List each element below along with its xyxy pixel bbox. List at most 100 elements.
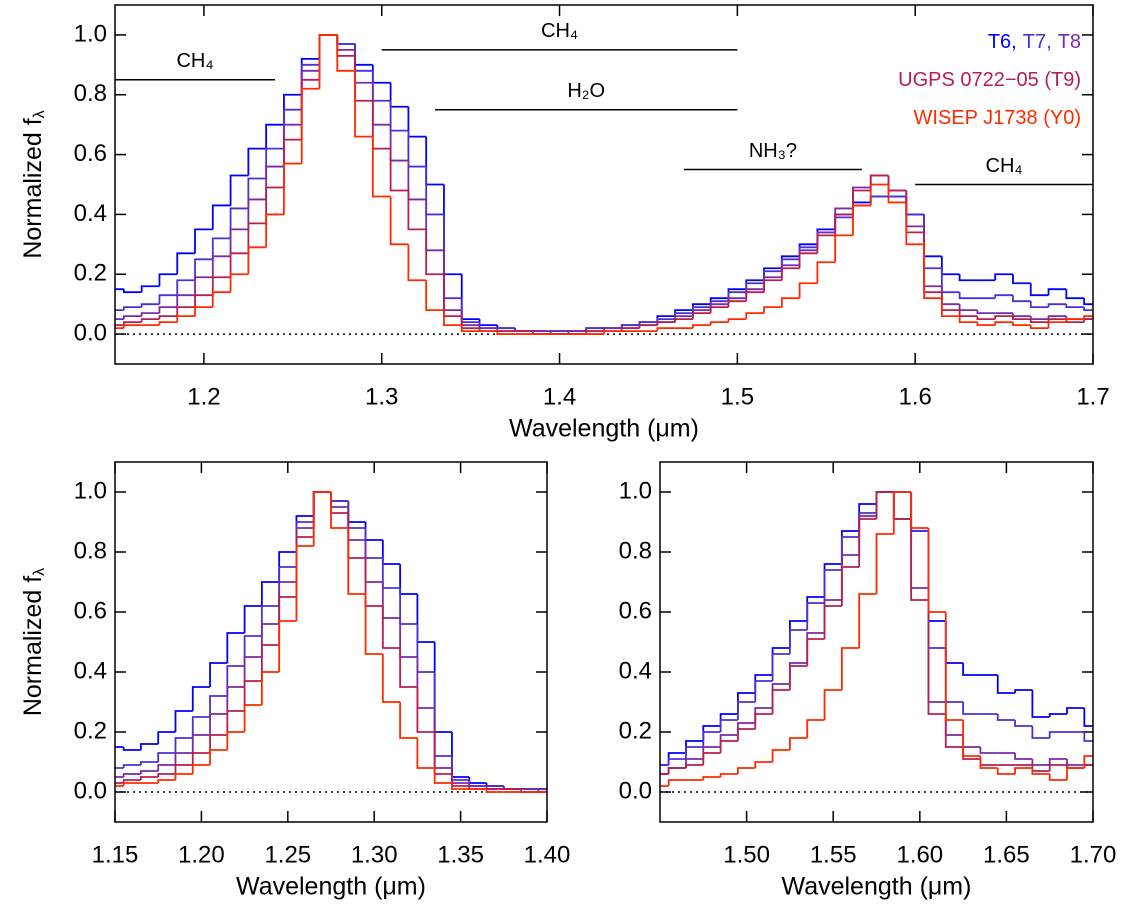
step-segment	[656, 321, 676, 326]
step-segment	[194, 306, 213, 317]
step-segment	[1065, 289, 1085, 300]
step-segment	[243, 656, 262, 687]
step-segment	[243, 605, 262, 633]
step-segment	[194, 276, 213, 296]
step-segment	[585, 330, 604, 335]
step-segment	[425, 229, 444, 276]
step-segment	[158, 315, 178, 320]
step-segment	[347, 528, 366, 595]
step-segment	[194, 258, 213, 281]
step-segment	[875, 533, 894, 594]
step-segment	[1047, 288, 1067, 296]
step-segment	[780, 267, 800, 281]
step-segment	[763, 279, 782, 293]
x-tick-label: 1.15	[92, 841, 139, 868]
panel: 0.0 0.2 0.4 0.6 0.8 1.0 1.50 1.55 1.60 1.65 1.70 Wa…	[619, 461, 1116, 901]
y-tick-label: 0.4	[74, 657, 107, 684]
step-segment	[869, 183, 889, 206]
step-segment	[229, 273, 249, 293]
legend-label: T7,	[1023, 31, 1052, 53]
step-segment	[226, 731, 245, 750]
y-tick-label: 0.8	[74, 537, 107, 564]
step-segment	[1048, 764, 1068, 771]
step-segment	[247, 177, 267, 209]
step-segment	[265, 123, 284, 149]
step-segment	[191, 734, 211, 753]
step-segment	[834, 234, 853, 263]
step-segment	[122, 773, 141, 777]
step-segment	[140, 303, 160, 308]
step-segment	[737, 767, 756, 774]
x-tick-label: 1.65	[983, 841, 1030, 868]
step-segment	[737, 701, 756, 720]
legend-label: T8	[1058, 31, 1081, 53]
x-tick-label: 1.7	[1076, 383, 1109, 410]
step-segment	[806, 602, 825, 630]
step-segment	[122, 321, 142, 326]
step-segment	[399, 702, 418, 739]
step-segment	[840, 647, 860, 690]
step-segment	[243, 635, 262, 666]
step-segment	[976, 316, 996, 321]
step-segment	[176, 294, 196, 308]
step-segment	[727, 300, 747, 308]
step-segment	[211, 255, 231, 278]
y-tick-label: 0.6	[74, 140, 107, 167]
y-tick-label: 0.8	[619, 537, 652, 564]
step-segment	[1083, 732, 1093, 742]
step-segment	[737, 728, 756, 741]
step-segment	[371, 136, 391, 198]
step-segment	[1066, 707, 1085, 714]
step-segment	[364, 594, 383, 655]
step-segment	[771, 653, 790, 681]
step-segment	[620, 324, 640, 329]
x-axis-label: Wavelength (μm)	[509, 415, 699, 443]
step-segment	[260, 644, 280, 681]
step-segment	[140, 312, 160, 317]
step-segment	[719, 773, 738, 777]
x-tick-label: 1.4	[543, 383, 576, 410]
step-segment	[354, 70, 373, 138]
x-tick-label: 1.2	[187, 383, 220, 410]
step-segment	[209, 695, 228, 717]
step-segment	[667, 758, 686, 765]
series-group	[115, 34, 1093, 335]
step-segment	[211, 204, 231, 230]
step-segment	[994, 315, 1013, 320]
step-segment	[1014, 689, 1033, 693]
step-segment	[789, 737, 808, 750]
step-segment	[158, 306, 178, 314]
step-segment	[979, 756, 998, 769]
y-axis-label: Normalized fλ	[19, 568, 49, 716]
step-segment	[1065, 318, 1085, 323]
step-segment	[174, 764, 193, 774]
step-segment	[194, 294, 213, 308]
x-axis-label: Wavelength (μm)	[236, 873, 426, 901]
step-segment	[754, 713, 773, 729]
step-segment	[176, 315, 196, 323]
step-segment	[318, 34, 338, 89]
step-segment	[620, 327, 640, 332]
step-segment	[158, 321, 178, 326]
step-segment	[229, 228, 249, 257]
step-segment	[798, 252, 818, 269]
annotation-label: NH₃?	[749, 140, 797, 162]
step-segment	[771, 749, 790, 762]
step-segment	[176, 279, 196, 296]
step-segment	[994, 321, 1013, 326]
step-segment	[905, 202, 925, 246]
step-segment	[174, 773, 193, 780]
legend-entry: T6, T7, T8	[988, 31, 1081, 53]
step-segment	[823, 605, 842, 639]
step-segment	[958, 292, 978, 300]
step-segment	[702, 776, 721, 780]
step-segment	[674, 318, 693, 323]
step-segment	[944, 612, 964, 721]
y-axis-label: Normalized fλ	[19, 110, 49, 258]
step-segment	[229, 174, 249, 206]
step-segment	[389, 148, 409, 192]
y-tick-label: 1.0	[74, 20, 107, 47]
step-segment	[176, 306, 196, 317]
y-tick-label: 0.2	[74, 717, 107, 744]
